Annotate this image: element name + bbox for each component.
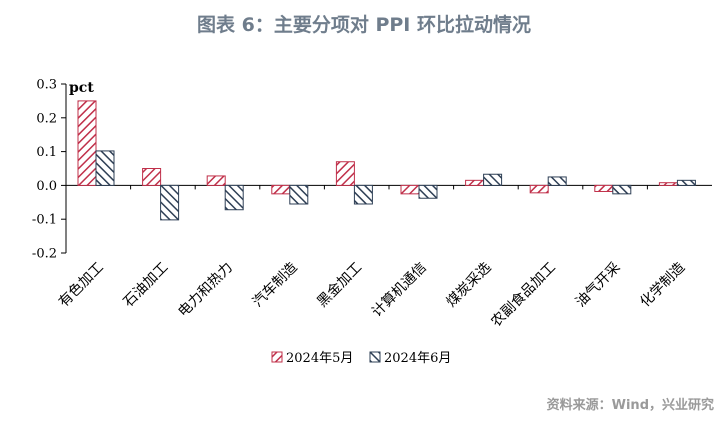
category-label: 油气开采 [573, 260, 624, 311]
category-label: 计算机通信 [369, 260, 430, 321]
bar-june-7 [547, 176, 567, 186]
category-label: 化学制造 [637, 260, 688, 311]
bars [77, 100, 696, 221]
y-unit-label: pct [69, 80, 94, 96]
bar-may-7 [529, 184, 549, 194]
bar-may-2 [206, 175, 226, 186]
y-tick-label: 0.2 [36, 111, 57, 126]
bar-june-4 [353, 184, 373, 205]
bar-june-6 [483, 173, 503, 186]
y-tick-label: 0.0 [36, 179, 57, 194]
bar-june-9 [676, 179, 696, 186]
bar-june-1 [160, 184, 180, 221]
category-label: 煤炭采选 [444, 260, 495, 311]
legend: 2024年5月 2024年6月 [271, 351, 451, 366]
source-note: 资料来源：Wind，兴业研究 [546, 398, 714, 413]
y-tick-label: -0.2 [32, 247, 57, 262]
bar-june-5 [418, 184, 438, 199]
category-label: 汽车制造 [249, 259, 301, 311]
bar-june-2 [224, 184, 244, 211]
y-tick-label: 0.1 [36, 145, 57, 160]
chart-title: 图表 6：主要分项对 PPI 环比拉动情况 [197, 14, 531, 36]
y-tick-label: -0.1 [32, 213, 57, 228]
category-label: 石油加工 [121, 260, 172, 311]
legend-swatch-may [271, 351, 283, 363]
bar-may-4 [335, 161, 355, 186]
bar-may-1 [142, 168, 162, 186]
bar-may-9 [658, 182, 678, 186]
bar-may-8 [594, 184, 614, 192]
bar-june-8 [612, 184, 632, 195]
bar-june-3 [289, 184, 309, 205]
category-label: 农副食品加工 [488, 259, 559, 330]
category-label: 黑金加工 [314, 260, 365, 311]
y-tick-label: 0.3 [36, 78, 57, 93]
bar-may-3 [271, 184, 291, 195]
bar-june-0 [95, 150, 115, 186]
category-label: 有色加工 [55, 259, 107, 311]
bar-may-6 [465, 179, 485, 186]
legend-label-may: 2024年5月 [286, 351, 353, 366]
bar-may-5 [400, 184, 420, 195]
bar-may-0 [77, 100, 97, 186]
category-label: 电力和热力 [175, 260, 236, 321]
y-axis: 0.3 0.2 0.1 0.0 -0.1 -0.2 [32, 78, 67, 262]
legend-label-june: 2024年6月 [384, 351, 451, 366]
legend-swatch-june [369, 351, 381, 363]
